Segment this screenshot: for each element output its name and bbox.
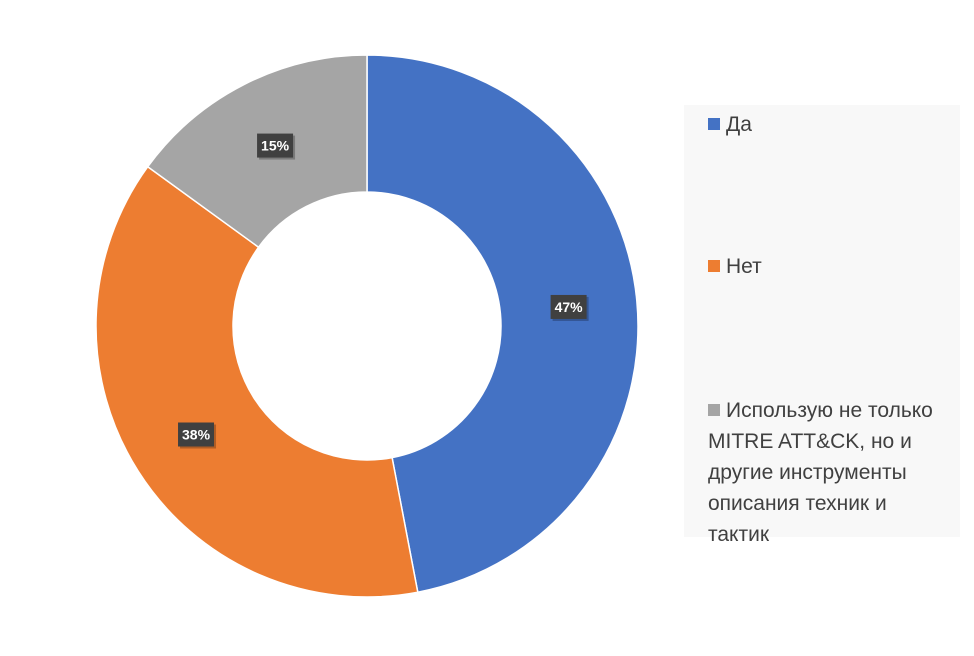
- data-label-box: [257, 133, 294, 158]
- legend-swatch-no: [708, 260, 720, 272]
- legend-label-yes: Да: [726, 113, 752, 136]
- legend-label-other-tools: Использую не только MITRE ATT&CK, но и д…: [708, 399, 933, 546]
- donut-slice-no: [95, 165, 419, 598]
- legend-item-yes: Да: [708, 109, 938, 140]
- legend-label-no: Нет: [726, 255, 762, 278]
- chart-legend: Да Нет Использую не только MITRE ATT&CK,…: [684, 105, 960, 546]
- legend-swatch-other-tools: [708, 404, 720, 416]
- donut-slice-yes: [366, 54, 639, 594]
- data-label-text: 38%: [182, 427, 211, 443]
- data-label-other-tools: 15%: [257, 133, 296, 160]
- data-label-no: 38%: [178, 422, 217, 449]
- legend-item-no: Нет: [708, 251, 938, 282]
- legend-swatch-yes: [708, 118, 720, 130]
- legend-item-other-tools: Использую не только MITRE ATT&CK, но и д…: [708, 395, 938, 550]
- donut-slices: [95, 54, 639, 598]
- data-label-box: [178, 422, 215, 447]
- data-label-yes: 47%: [550, 294, 589, 321]
- data-label-text: 47%: [555, 299, 584, 315]
- data-labels: 47% 38% 15%: [178, 133, 589, 449]
- data-label-text: 15%: [261, 138, 290, 154]
- data-label-box: [550, 294, 587, 319]
